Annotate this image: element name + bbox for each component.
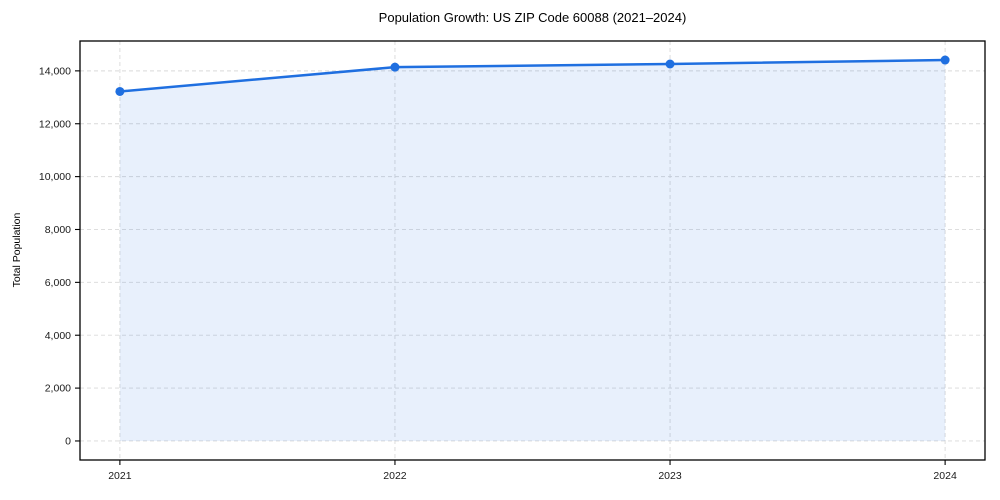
data-point-marker: [940, 55, 950, 65]
data-point-marker: [390, 62, 400, 72]
data-point-marker: [115, 86, 125, 96]
line-series: [118, 58, 947, 93]
plot-border: [79, 40, 986, 461]
y-tick-label: 2,000: [45, 383, 71, 395]
area-fill: [119, 60, 946, 441]
y-tick-label: 4,000: [45, 330, 71, 342]
x-tick-label: 2023: [658, 470, 682, 482]
y-tick-label: 8,000: [45, 224, 71, 236]
x-tick-label: 2022: [383, 470, 407, 482]
x-tick-label: 2021: [108, 470, 132, 482]
x-tick-label: 2024: [933, 470, 957, 482]
chart-title: Population Growth: US ZIP Code 60088 (20…: [378, 10, 687, 25]
y-tick-label: 6,000: [45, 277, 71, 289]
data-point-marker: [665, 59, 675, 69]
y-tick-label: 0: [65, 436, 71, 448]
y-tick-label: 12,000: [39, 118, 71, 130]
y-tick-label: 14,000: [39, 65, 71, 77]
y-tick-label: 10,000: [39, 171, 71, 183]
